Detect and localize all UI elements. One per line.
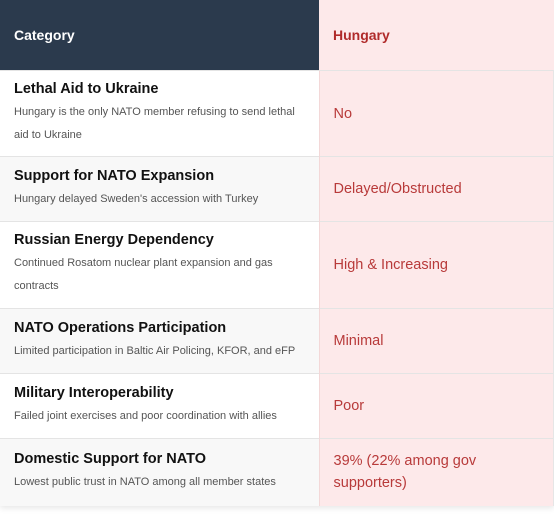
table-row: Domestic Support for NATO Lowest public … bbox=[0, 438, 554, 506]
table-row: NATO Operations Participation Limited pa… bbox=[0, 308, 554, 374]
header-row: Category Hungary bbox=[0, 0, 554, 71]
row-description: Lowest public trust in NATO among all me… bbox=[14, 475, 276, 488]
category-cell: Lethal Aid to Ukraine Hungary is the onl… bbox=[0, 70, 319, 157]
category-cell: Russian Energy Dependency Continued Rosa… bbox=[0, 221, 319, 309]
category-cell: Military Interoperability Failed joint e… bbox=[0, 373, 319, 439]
category-cell: NATO Operations Participation Limited pa… bbox=[0, 308, 319, 374]
category-cell: Support for NATO Expansion Hungary delay… bbox=[0, 156, 319, 222]
category-cell: Domestic Support for NATO Lowest public … bbox=[0, 438, 319, 506]
row-description: Failed joint exercises and poor coordina… bbox=[14, 409, 277, 422]
table-row: Support for NATO Expansion Hungary delay… bbox=[0, 156, 554, 222]
header-category: Category bbox=[0, 0, 319, 71]
row-title: Russian Energy Dependency bbox=[14, 232, 214, 248]
row-title: NATO Operations Participation bbox=[14, 319, 227, 336]
header-country: Hungary bbox=[319, 0, 554, 71]
value-cell: No bbox=[318, 70, 554, 157]
value-cell: Minimal bbox=[318, 308, 554, 374]
value-cell: Poor bbox=[318, 373, 554, 439]
table-row: Military Interoperability Failed joint e… bbox=[0, 373, 554, 439]
row-description: Limited participation in Baltic Air Poli… bbox=[14, 344, 296, 357]
row-description: Continued Rosatom nuclear plant expansio… bbox=[14, 257, 273, 292]
row-description: Hungary is the only NATO member refusing… bbox=[14, 105, 295, 141]
value-cell: High & Increasing bbox=[318, 221, 554, 309]
row-title: Military Interoperability bbox=[14, 384, 174, 401]
value-cell: Delayed/Obstructed bbox=[318, 156, 554, 222]
table-row: Lethal Aid to Ukraine Hungary is the onl… bbox=[0, 70, 554, 157]
comparison-table-grid: Category Hungary Lethal Aid to Ukraine H… bbox=[0, 0, 554, 506]
row-title: Support for NATO Expansion bbox=[14, 167, 215, 184]
table-row: Russian Energy Dependency Continued Rosa… bbox=[0, 221, 554, 309]
row-title: Lethal Aid to Ukraine bbox=[14, 80, 159, 97]
row-description: Hungary delayed Sweden's accession with … bbox=[14, 192, 259, 205]
value-cell: 39% (22% among gov supporters) bbox=[318, 438, 554, 506]
row-title: Domestic Support for NATO bbox=[14, 450, 206, 467]
comparison-table: Category Hungary Lethal Aid to Ukraine H… bbox=[0, 0, 554, 506]
